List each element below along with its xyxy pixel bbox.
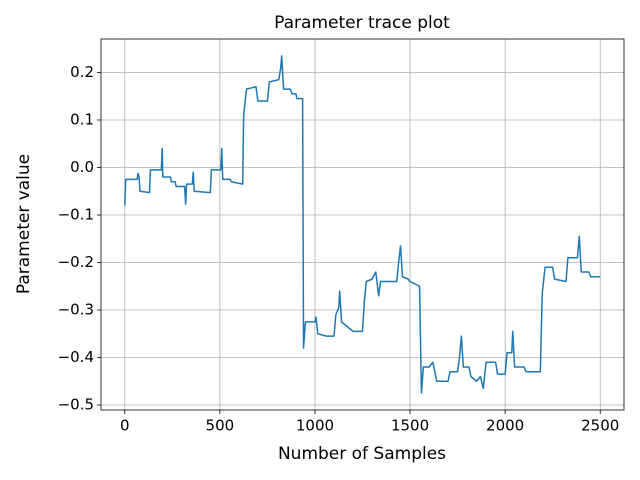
y-tick-label: −0.2 [58, 253, 94, 271]
y-tick-label: 0.1 [70, 110, 94, 128]
chart-title: Parameter trace plot [274, 13, 450, 33]
x-tick-label: 2000 [486, 417, 524, 435]
x-tick-label: 1500 [391, 417, 429, 435]
y-tick-label: −0.1 [58, 205, 94, 223]
x-tick-label: 500 [206, 417, 235, 435]
trace-line [124, 55, 601, 394]
y-tick-label: 0.0 [70, 158, 94, 176]
x-axis-label: Number of Samples [278, 444, 446, 464]
y-tick-label: −0.4 [58, 348, 94, 366]
x-tick-label: 2500 [581, 417, 619, 435]
y-tick-label: −0.5 [58, 396, 94, 414]
x-tick-label: 1000 [296, 417, 334, 435]
x-tick-label: 0 [120, 417, 130, 435]
y-tick-label: 0.2 [70, 63, 94, 81]
plot-frame [100, 38, 625, 411]
y-tick-label: −0.3 [58, 301, 94, 319]
y-axis-label: Parameter value [14, 154, 34, 294]
